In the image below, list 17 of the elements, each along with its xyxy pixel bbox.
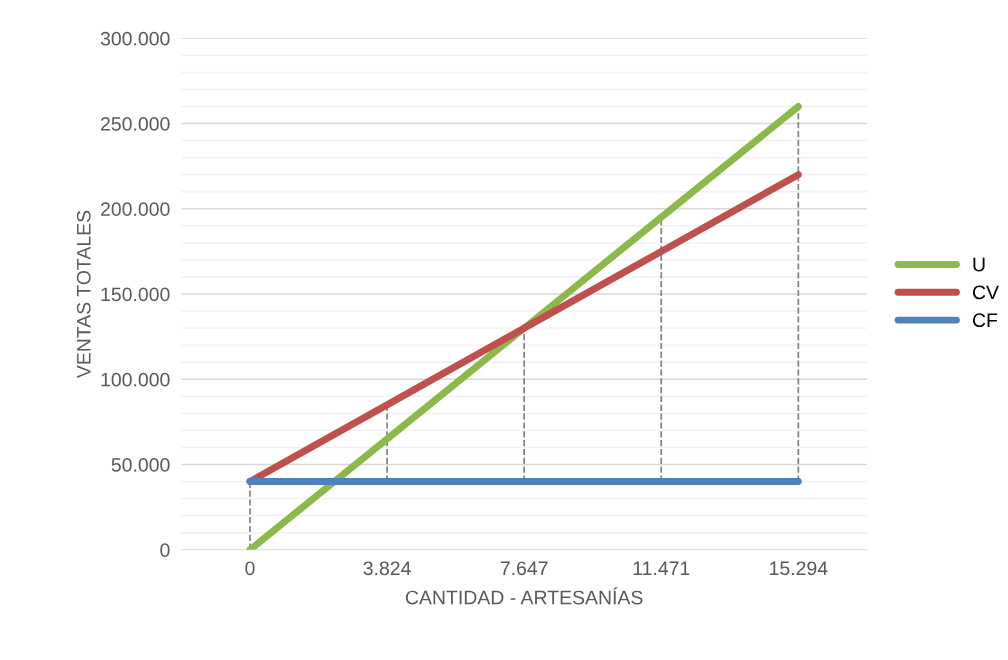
x-tick-label: 15.294 — [770, 561, 828, 576]
x-tick-label: 0 — [245, 561, 255, 576]
x-axis-title: CANTIDAD - ARTESANÍAS — [405, 587, 643, 605]
y-tick-label: 50.000 — [111, 458, 170, 472]
x-tick-label: 7.647 — [500, 561, 548, 576]
y-tick-label: 300.000 — [100, 31, 170, 46]
y-tick-label: 250.000 — [101, 117, 170, 131]
y-tick-label: 100.000 — [101, 372, 170, 387]
y-axis-title: VENTAS TOTALES — [76, 210, 91, 379]
x-tick-label: 3.824 — [363, 561, 411, 576]
x-tick-label: 11.471 — [633, 561, 690, 575]
legend-label: CV — [972, 285, 999, 300]
y-tick-label: 150.000 — [101, 287, 170, 302]
y-tick-label: 200.000 — [101, 202, 170, 217]
legend-label: U — [973, 257, 985, 272]
legend-label: CF — [972, 313, 998, 328]
y-tick-label: 0 — [160, 543, 170, 558]
